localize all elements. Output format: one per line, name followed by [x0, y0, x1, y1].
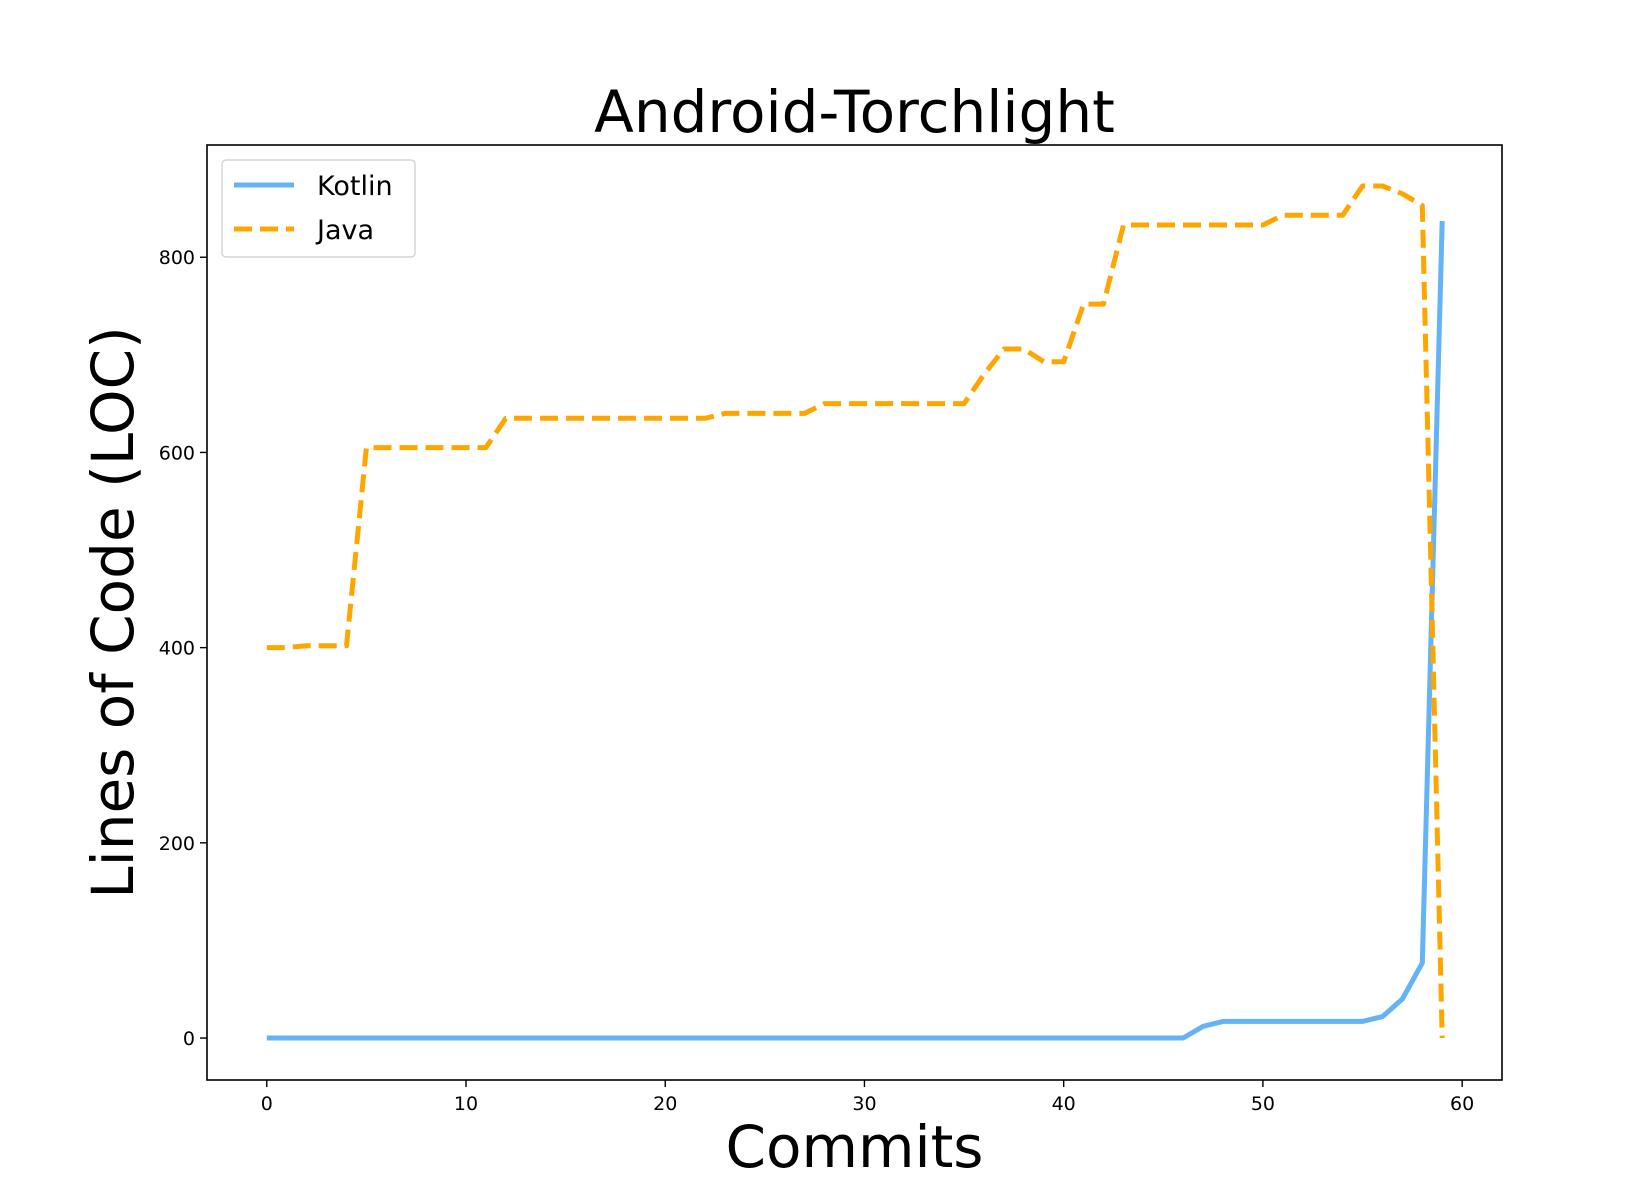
- y-axis: 0 200 400 600 800: [159, 247, 207, 1050]
- x-axis-title: Commits: [725, 1113, 983, 1181]
- legend-label-java: Java: [315, 215, 374, 246]
- y-tick-label: 200: [159, 833, 195, 855]
- x-axis: 0 10 20 30 40 50 60: [261, 1080, 1474, 1115]
- y-tick-label: 400: [159, 638, 195, 660]
- y-tick-label: 800: [159, 247, 195, 269]
- x-tick-label: 30: [852, 1093, 876, 1115]
- x-tick-label: 50: [1251, 1093, 1275, 1115]
- series-line-kotlin: [266, 221, 1445, 1041]
- y-tick-label: 0: [183, 1028, 195, 1050]
- x-tick-label: 0: [261, 1093, 273, 1115]
- y-tick-label: 600: [159, 442, 195, 464]
- x-tick-label: 20: [653, 1093, 677, 1115]
- x-tick-label: 40: [1052, 1093, 1076, 1115]
- series-line-java: [266, 183, 1445, 1039]
- y-axis-title: Lines of Code (LOC): [79, 326, 147, 898]
- x-tick-label: 60: [1450, 1093, 1474, 1115]
- x-tick-label: 10: [454, 1093, 478, 1115]
- plot-frame: [206, 144, 1503, 1081]
- chart-title: Android-Torchlight: [594, 78, 1115, 146]
- legend: Kotlin Java: [221, 159, 416, 258]
- plot-lines: [266, 183, 1445, 1041]
- legend-label-kotlin: Kotlin: [317, 171, 393, 202]
